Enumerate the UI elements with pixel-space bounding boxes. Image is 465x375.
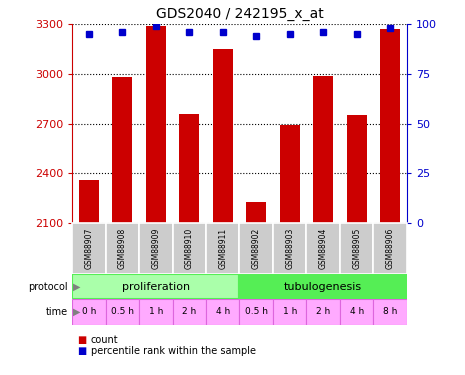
- Text: 0.5 h: 0.5 h: [111, 308, 134, 316]
- Bar: [346, 116, 367, 223]
- Bar: [213, 49, 233, 223]
- Text: GSM88911: GSM88911: [218, 228, 227, 269]
- Text: ▶: ▶: [73, 282, 80, 291]
- Bar: [279, 125, 300, 223]
- Text: percentile rank within the sample: percentile rank within the sample: [91, 346, 256, 356]
- Bar: [106, 223, 139, 274]
- Bar: [239, 299, 273, 325]
- Bar: [313, 76, 333, 223]
- Bar: [79, 180, 99, 223]
- Title: GDS2040 / 242195_x_at: GDS2040 / 242195_x_at: [156, 7, 323, 21]
- Text: 1 h: 1 h: [283, 308, 297, 316]
- Bar: [72, 274, 239, 299]
- Bar: [306, 299, 340, 325]
- Bar: [340, 299, 373, 325]
- Bar: [206, 223, 239, 274]
- Text: count: count: [91, 335, 118, 345]
- Text: tubulogenesis: tubulogenesis: [284, 282, 362, 291]
- Text: ■: ■: [77, 335, 86, 345]
- Bar: [239, 223, 273, 274]
- Text: GSM88909: GSM88909: [151, 228, 160, 269]
- Bar: [273, 299, 306, 325]
- Bar: [139, 299, 173, 325]
- Text: 0 h: 0 h: [82, 308, 96, 316]
- Text: 8 h: 8 h: [383, 308, 397, 316]
- Text: GSM88902: GSM88902: [252, 228, 261, 269]
- Bar: [106, 299, 139, 325]
- Text: GSM88908: GSM88908: [118, 228, 127, 269]
- Bar: [239, 274, 407, 299]
- Bar: [380, 29, 400, 223]
- Bar: [373, 299, 407, 325]
- Bar: [273, 223, 306, 274]
- Text: GSM88910: GSM88910: [185, 228, 194, 269]
- Bar: [306, 223, 340, 274]
- Text: GSM88903: GSM88903: [285, 228, 294, 269]
- Text: time: time: [45, 307, 67, 317]
- Text: GSM88906: GSM88906: [385, 228, 395, 269]
- Bar: [112, 77, 133, 223]
- Text: proliferation: proliferation: [122, 282, 190, 291]
- Text: GSM88905: GSM88905: [352, 228, 361, 269]
- Bar: [72, 299, 106, 325]
- Text: 2 h: 2 h: [182, 308, 196, 316]
- Bar: [146, 26, 166, 223]
- Text: 4 h: 4 h: [350, 308, 364, 316]
- Text: 1 h: 1 h: [149, 308, 163, 316]
- Bar: [173, 223, 206, 274]
- Text: ■: ■: [77, 346, 86, 356]
- Bar: [373, 223, 407, 274]
- Text: GSM88904: GSM88904: [319, 228, 328, 269]
- Bar: [246, 202, 266, 223]
- Text: 2 h: 2 h: [316, 308, 330, 316]
- Text: 0.5 h: 0.5 h: [245, 308, 268, 316]
- Text: 4 h: 4 h: [216, 308, 230, 316]
- Text: protocol: protocol: [28, 282, 67, 291]
- Bar: [340, 223, 373, 274]
- Bar: [179, 114, 199, 223]
- Bar: [139, 223, 173, 274]
- Bar: [206, 299, 239, 325]
- Text: ▶: ▶: [73, 307, 80, 317]
- Bar: [72, 223, 106, 274]
- Text: GSM88907: GSM88907: [84, 228, 93, 269]
- Bar: [173, 299, 206, 325]
